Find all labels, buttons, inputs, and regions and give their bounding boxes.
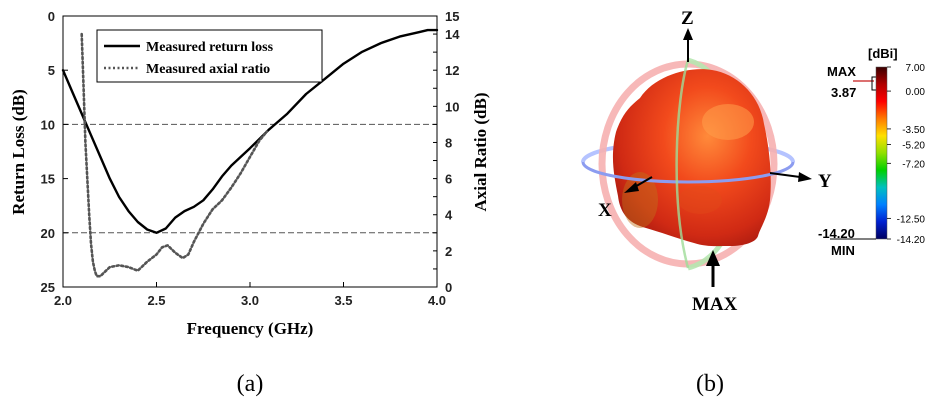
- colorbar-tick-label: -7.20: [902, 159, 925, 170]
- azimuth-ring-front: [581, 161, 795, 184]
- colorbar-tick-label: 0.00: [906, 87, 926, 98]
- reference-lines: [63, 123, 437, 234]
- y-tick-label: 10: [41, 117, 55, 132]
- x-tick-label: 4.0: [428, 293, 446, 308]
- colorbar-tick-label: -14.20: [897, 235, 926, 246]
- z-axis-letter: Z: [681, 8, 694, 29]
- colorbar-max-label: MAX: [827, 64, 856, 79]
- colorbar-tick-label: -3.50: [902, 125, 925, 136]
- colorbar: [dBi] MAX 3.87 7.00 0.00 -3.50 -5.20 -7.20 -1…: [818, 46, 925, 258]
- y2-tick-label: 15: [445, 9, 459, 24]
- series-group: [61, 28, 439, 278]
- pattern-shade-2: [678, 186, 722, 214]
- colorbar-max-bracket: [871, 76, 876, 91]
- y2-tick-label: 14: [445, 27, 460, 42]
- x-tick-label: 2.0: [54, 293, 72, 308]
- y2-tick-label: 6: [445, 172, 452, 187]
- max-arrow-label: MAX: [692, 294, 738, 315]
- pattern-shade: [622, 172, 658, 228]
- x-axis-label: Frequency (GHz): [187, 319, 314, 338]
- chart-panel-a: 0 5 10 15 20 25 0 2 4 6 8 10 12 14 15 2.0 2.5 3.0 3.5 4.0…: [9, 9, 490, 338]
- colorbar-ticks: 7.00 0.00 -3.50 -5.20 -7.20 -12.50 -14.20: [887, 63, 925, 246]
- colorbar-unit: [dBi]: [868, 46, 898, 61]
- colorbar-max-value: 3.87: [831, 85, 856, 100]
- pattern-highlight: [702, 104, 754, 140]
- y-tick-label: 0: [48, 9, 55, 24]
- legend-label-return-loss: Measured return loss: [146, 40, 274, 55]
- y2-tick-label: 2: [445, 244, 452, 259]
- y2-tick-label: 12: [445, 63, 459, 78]
- x-tick-label: 3.5: [334, 293, 352, 308]
- x-axis-ticks: 2.0 2.5 3.0 3.5 4.0: [54, 282, 446, 308]
- caption-b: (b): [696, 371, 724, 397]
- colorbar-gradient: [875, 66, 888, 240]
- x-axis-arrowhead: [624, 182, 639, 193]
- left-axis-ticks: 0 5 10 15 20 25: [41, 9, 68, 295]
- legend-box: [96, 29, 323, 83]
- legend: Measured return loss Measured axial rati…: [96, 29, 323, 83]
- y-tick-label: 15: [41, 172, 55, 187]
- pattern-panel-b: Z Y X MAX [dBi] MAX 3.87 7.00 0.00 -3.50 -5…: [581, 8, 925, 315]
- series-axial-ratio-line: [80, 32, 269, 278]
- max-arrow-head: [706, 250, 720, 266]
- x-axis-letter: X: [598, 200, 612, 221]
- green-ring-front: [675, 59, 690, 269]
- colorbar-tick-label: -5.20: [902, 140, 925, 151]
- z-axis-arrowhead: [683, 28, 693, 40]
- right-axis-ticks: 0 2 4 6 8 10 12 14 15: [433, 9, 460, 295]
- y-axis-line: [769, 172, 801, 178]
- y2-tick-label: 4: [445, 208, 453, 223]
- y2-tick-label: 8: [445, 135, 452, 150]
- y-tick-label: 5: [48, 63, 55, 78]
- x-tick-label: 3.0: [241, 293, 259, 308]
- y-axis-arrowhead: [798, 172, 812, 182]
- y-tick-label: 25: [41, 280, 55, 295]
- y-axis-label: Return Loss (dB): [9, 89, 28, 215]
- legend-label-axial-ratio: Measured axial ratio: [146, 62, 270, 77]
- y-axis-letter: Y: [818, 171, 832, 192]
- colorbar-min-label: MIN: [831, 243, 855, 258]
- x-tick-label: 2.5: [147, 293, 165, 308]
- colorbar-min-value: -14.20: [818, 226, 855, 241]
- caption-a: (a): [237, 371, 264, 397]
- y2-axis-label: Axial Ratio (dB): [471, 93, 490, 212]
- y-tick-label: 20: [41, 226, 55, 241]
- y2-tick-label: 0: [445, 280, 452, 295]
- series-return-loss-line: [61, 28, 439, 234]
- y2-tick-label: 10: [445, 99, 459, 114]
- colorbar-tick-label: -12.50: [897, 214, 926, 225]
- colorbar-tick-label: 7.00: [906, 63, 926, 74]
